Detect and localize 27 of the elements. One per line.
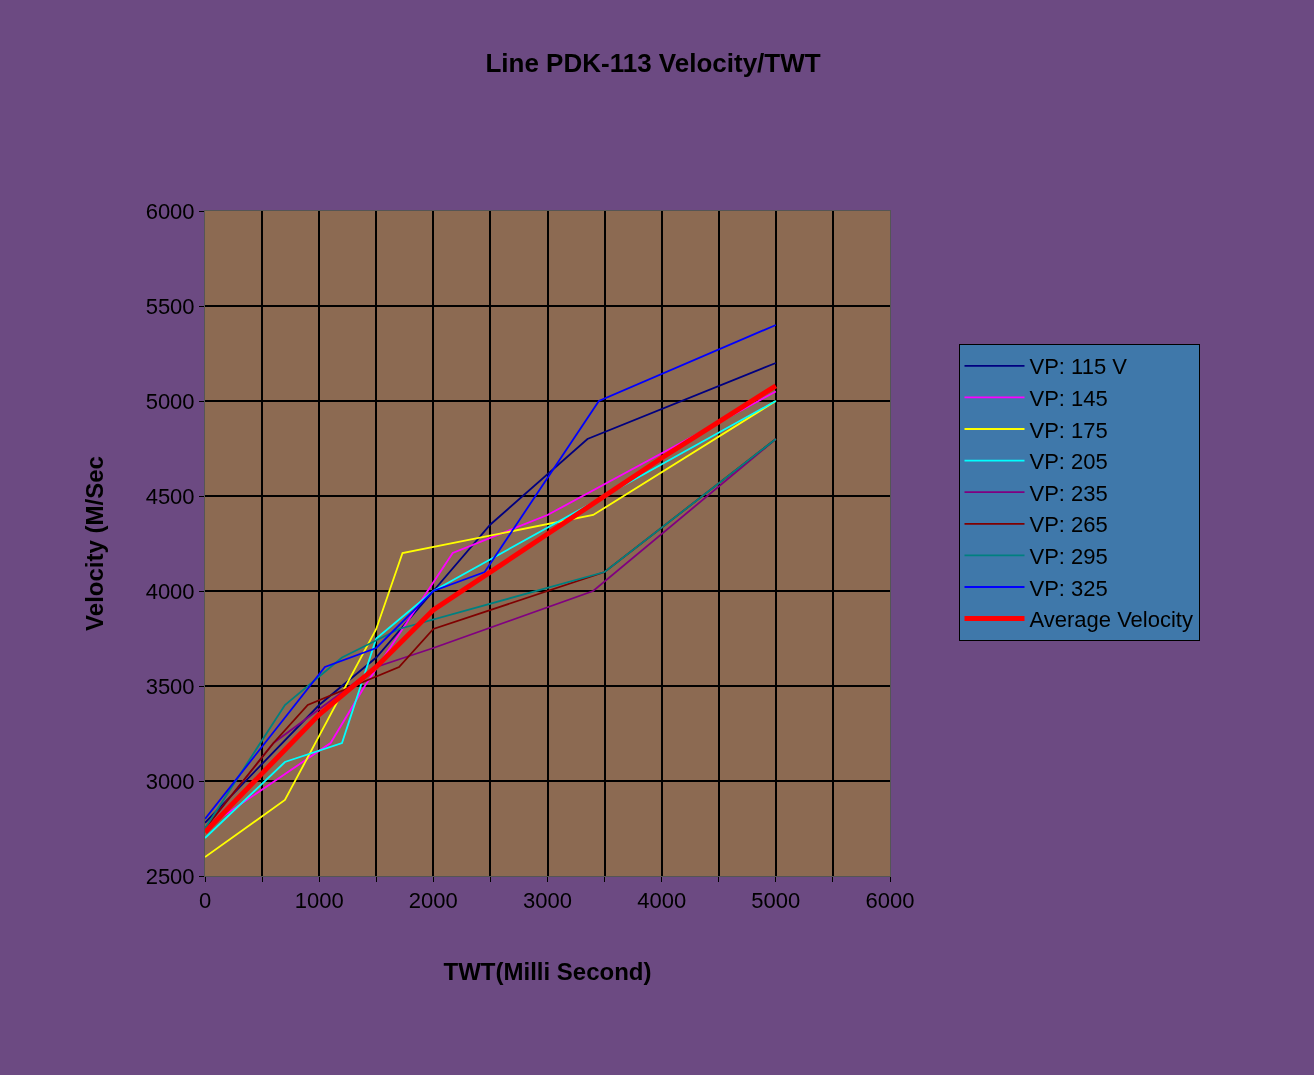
chart-title: Line PDK-113 Velocity/TWT	[485, 47, 821, 78]
y-tick-label: 5000	[145, 388, 195, 414]
legend-label: VP: 145	[1029, 385, 1108, 411]
y-tick-label: 4500	[145, 483, 195, 509]
legend-label: VP: 295	[1029, 543, 1108, 569]
x-tick-label: 1000	[294, 888, 344, 914]
legend-label: VP: 115 V	[1029, 354, 1128, 380]
x-tick-label: 2000	[408, 888, 458, 914]
legend-label: Average Velocity	[1029, 607, 1193, 633]
y-tick-label: 3500	[145, 673, 195, 699]
x-tick-label: 6000	[865, 888, 915, 914]
legend-label: VP: 265	[1029, 512, 1108, 538]
legend-label: VP: 235	[1029, 480, 1108, 506]
y-tick-label: 4000	[145, 578, 195, 604]
legend-label: VP: 205	[1029, 449, 1108, 475]
x-tick-label: 5000	[751, 888, 801, 914]
legend-label: VP: 175	[1029, 417, 1108, 443]
legend-label: VP: 325	[1029, 575, 1108, 601]
x-tick-label: 0	[198, 888, 212, 914]
y-tick-label: 2500	[145, 863, 195, 889]
x-axis-title: TWT(Milli Second)	[443, 957, 652, 985]
y-tick-label: 5500	[145, 293, 195, 319]
x-tick-label: 3000	[523, 888, 572, 914]
y-tick-label: 6000	[145, 198, 195, 224]
y-axis-title: Velocity (M/Sec	[80, 456, 108, 631]
x-tick-label: 4000	[637, 888, 687, 914]
y-tick-label: 3000	[145, 768, 195, 794]
